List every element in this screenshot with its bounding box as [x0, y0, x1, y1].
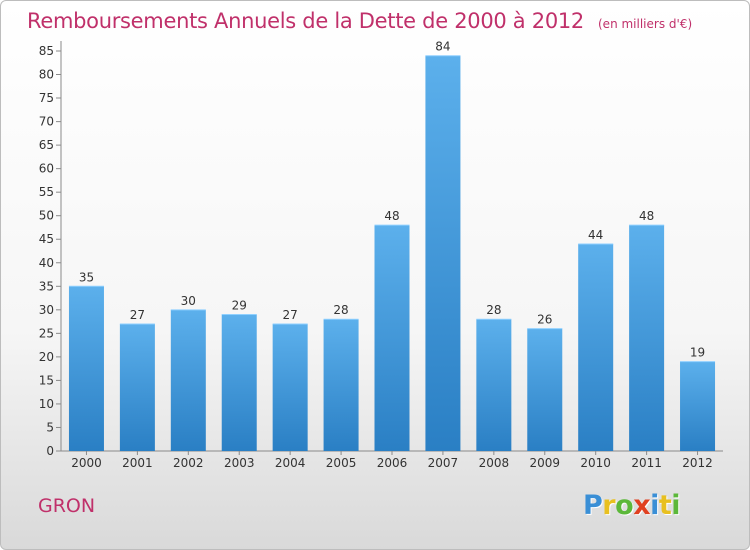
bar-value-label: 84	[435, 40, 450, 54]
bar	[170, 309, 206, 451]
y-tick-label: 20	[39, 350, 54, 364]
bar	[527, 328, 563, 451]
y-tick-label: 80	[39, 68, 54, 82]
logo-letter: i	[650, 490, 659, 521]
x-tick-label: 2003	[224, 456, 255, 470]
y-tick-label: 25	[39, 326, 54, 340]
y-tick-label: 15	[39, 373, 54, 387]
proxiti-logo: Proxiti	[583, 490, 681, 521]
bar-value-label: 30	[181, 294, 196, 308]
y-tick-label: 55	[39, 185, 54, 199]
logo-letter: x	[633, 490, 651, 521]
y-tick-label: 40	[39, 256, 54, 270]
x-tick-label: 2004	[275, 456, 306, 470]
x-tick-label: 2012	[682, 456, 713, 470]
y-tick-label: 75	[39, 91, 54, 105]
y-tick-label: 5	[46, 420, 54, 434]
x-tick-label: 2009	[529, 456, 560, 470]
y-tick-label: 30	[39, 303, 54, 317]
bar	[629, 225, 665, 451]
bar-value-label: 28	[486, 303, 501, 317]
x-tick-label: 2002	[173, 456, 204, 470]
logo-letter: i	[671, 490, 681, 521]
x-tick-label: 2005	[326, 456, 357, 470]
y-tick-label: 60	[39, 162, 54, 176]
bar-value-label: 28	[333, 303, 348, 317]
x-tick-label: 2008	[479, 456, 510, 470]
city-name: GRON	[38, 495, 96, 517]
x-tick-label: 2007	[428, 456, 459, 470]
logo-letter: o	[615, 490, 634, 521]
bar	[119, 323, 155, 451]
logo-letter: t	[658, 490, 672, 521]
bar-value-label: 27	[130, 308, 145, 322]
chart-title: Remboursements Annuels de la Dette de 20…	[27, 9, 692, 33]
bar	[272, 323, 308, 451]
y-tick-label: 70	[39, 115, 54, 129]
bar-value-label: 26	[537, 313, 552, 327]
bar-value-label: 29	[232, 299, 247, 313]
y-tick-label: 0	[46, 444, 54, 458]
bar	[374, 225, 410, 451]
bar	[680, 361, 716, 451]
x-tick-label: 2011	[631, 456, 662, 470]
bar-value-label: 19	[690, 346, 705, 360]
bar	[323, 319, 359, 451]
bar	[221, 314, 257, 451]
bar-value-label: 48	[639, 209, 654, 223]
y-tick-label: 65	[39, 138, 54, 152]
y-tick-label: 50	[39, 209, 54, 223]
x-tick-label: 2010	[580, 456, 611, 470]
y-tick-label: 35	[39, 279, 54, 293]
bar-value-label: 44	[588, 228, 603, 242]
title-text: Remboursements Annuels de la Dette de 20…	[27, 9, 584, 33]
bar	[425, 55, 461, 452]
y-tick-label: 85	[39, 44, 54, 58]
bar	[578, 243, 614, 451]
bar-value-label: 35	[79, 270, 94, 284]
bar-value-label: 48	[384, 209, 399, 223]
x-tick-label: 2001	[122, 456, 153, 470]
unit-label: (en milliers d'€)	[598, 17, 693, 31]
bar	[476, 319, 512, 451]
logo-letter: P	[583, 490, 603, 521]
bar	[68, 286, 104, 451]
y-tick-label: 45	[39, 232, 54, 246]
bar-value-label: 27	[283, 308, 298, 322]
y-tick-label: 10	[39, 397, 54, 411]
x-tick-label: 2000	[71, 456, 102, 470]
logo-letter: r	[602, 490, 616, 521]
x-tick-label: 2006	[377, 456, 408, 470]
